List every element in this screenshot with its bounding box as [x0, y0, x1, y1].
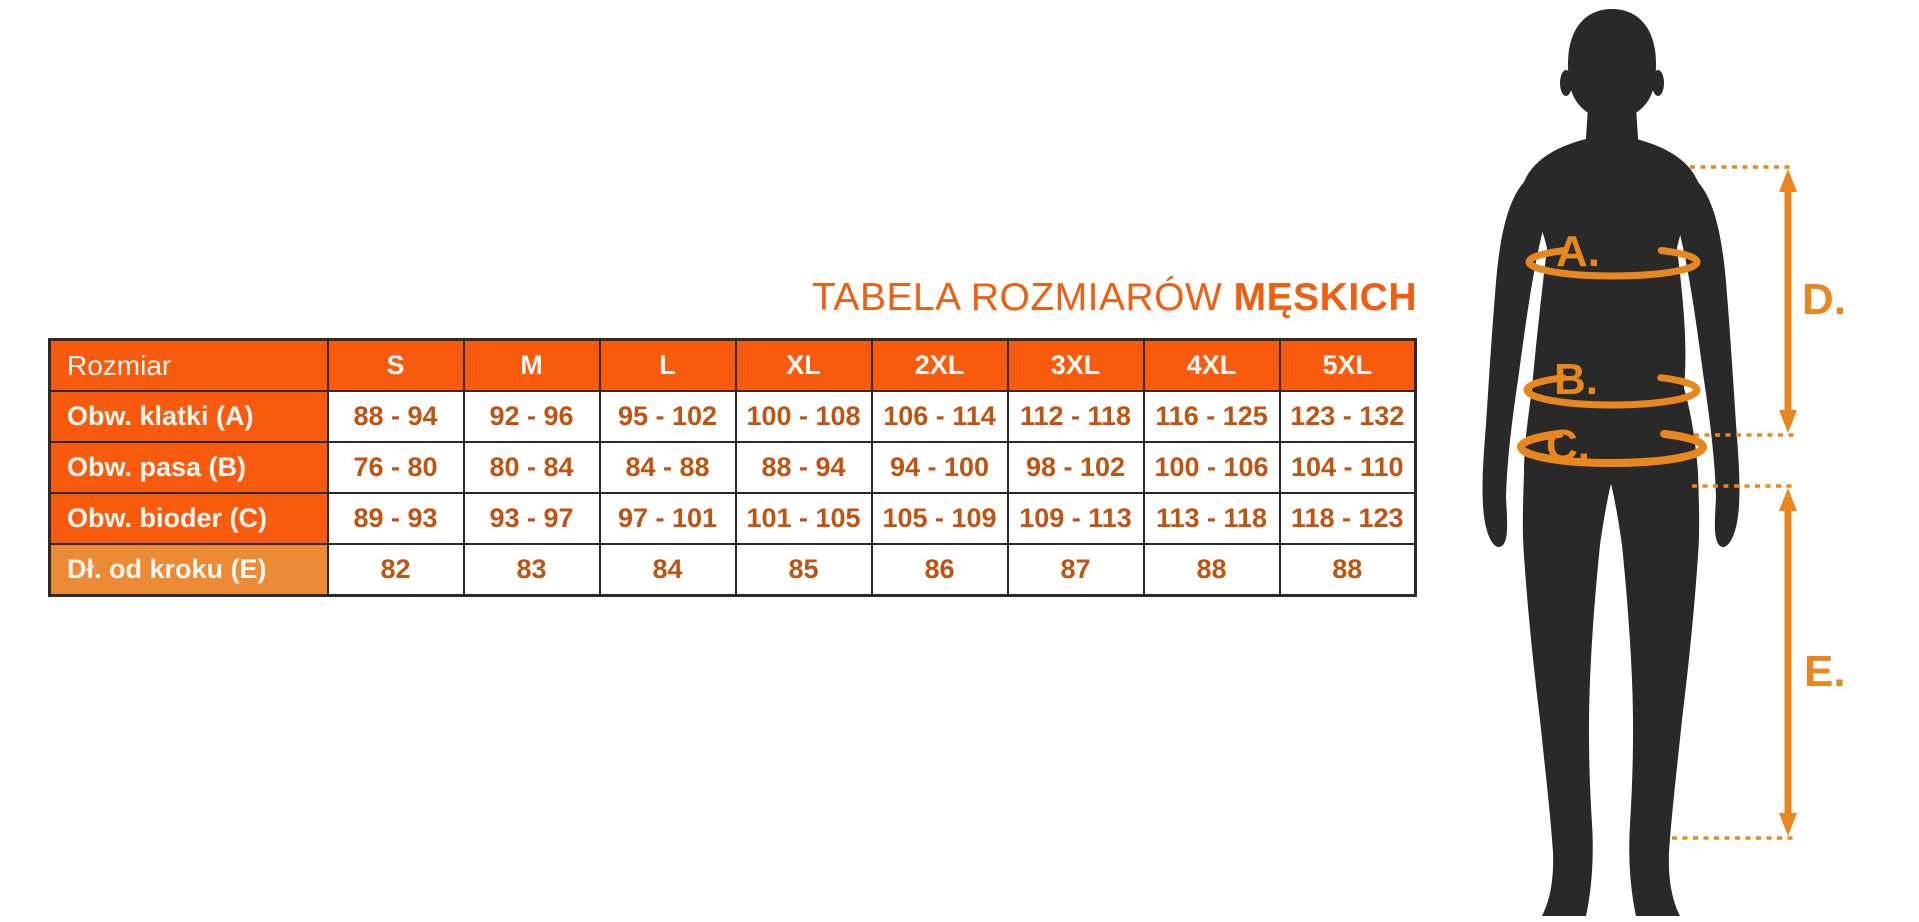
table-row-hips: Obw. bioder (C) 89 - 93 93 - 97 97 - 101…: [48, 492, 1417, 545]
size-value-cell: 95 - 102: [598, 390, 737, 443]
hips-label: C.: [1546, 421, 1590, 470]
size-value-cell: 88: [1142, 543, 1281, 597]
waist-ellipse: [1523, 374, 1701, 409]
hips-ellipse: [1517, 429, 1707, 468]
size-value-cell: 76 - 80: [326, 441, 465, 494]
male-silhouette: [1482, 9, 1740, 916]
size-value-cell: 123 - 132: [1278, 390, 1417, 443]
page-title: TABELA ROZMIARÓW MĘSKICH: [48, 276, 1417, 319]
size-value-cell: 105 - 109: [870, 492, 1009, 545]
header-cell-4xl: 4XL: [1142, 338, 1281, 392]
size-value-cell: 84: [598, 543, 737, 597]
table-row-inseam: Dł. od kroku (E) 82 83 84 85 86 87 88 88: [48, 543, 1417, 597]
measurement-figure: A. B. C. D. E.: [1440, 0, 1919, 922]
size-value-cell: 98 - 102: [1006, 441, 1145, 494]
size-value-cell: 94 - 100: [870, 441, 1009, 494]
size-value-cell: 87: [1006, 543, 1145, 597]
size-value-cell: 84 - 88: [598, 441, 737, 494]
size-value-cell: 93 - 97: [462, 492, 601, 545]
row-label-waist: Obw. pasa (B): [48, 441, 329, 494]
size-table: Rozmiar S M L XL 2XL 3XL 4XL 5XL Obw. kl…: [48, 338, 1417, 597]
inseam-arrow: [1779, 488, 1797, 836]
size-value-cell: 106 - 114: [870, 390, 1009, 443]
torso-legs-shape: [1522, 138, 1700, 916]
size-value-cell: 112 - 118: [1006, 390, 1145, 443]
size-value-cell: 88 - 94: [734, 441, 873, 494]
header-cell-5xl: 5XL: [1278, 338, 1417, 392]
inseam-label: E.: [1804, 647, 1846, 696]
size-value-cell: 92 - 96: [462, 390, 601, 443]
size-value-cell: 88 - 94: [326, 390, 465, 443]
waist-label: B.: [1554, 355, 1598, 404]
size-value-cell: 86: [870, 543, 1009, 597]
row-label-hips: Obw. bioder (C): [48, 492, 329, 545]
header-cell-s: S: [326, 338, 465, 392]
right-arm-shape: [1670, 182, 1740, 547]
header-cell-3xl: 3XL: [1006, 338, 1145, 392]
row-label-chest: Obw. klatki (A): [48, 390, 329, 443]
torso-length-label: D.: [1802, 275, 1846, 324]
table-row-waist: Obw. pasa (B) 76 - 80 80 - 84 84 - 88 88…: [48, 441, 1417, 494]
left-arm-shape: [1482, 182, 1552, 547]
torso-length-arrow: [1779, 169, 1797, 433]
header-cell-rozmiar: Rozmiar: [48, 338, 329, 392]
male-silhouette-diagram: A. B. C. D. E.: [1482, 9, 1846, 916]
size-value-cell: 100 - 106: [1142, 441, 1281, 494]
size-value-cell: 109 - 113: [1006, 492, 1145, 545]
table-row-chest: Obw. klatki (A) 88 - 94 92 - 96 95 - 102…: [48, 390, 1417, 443]
right-ear-shape: [1652, 70, 1664, 96]
header-cell-xl: XL: [734, 338, 873, 392]
page-title-bold: MĘSKICH: [1233, 276, 1417, 319]
size-value-cell: 113 - 118: [1142, 492, 1281, 545]
chest-label: A.: [1556, 227, 1600, 276]
size-value-cell: 89 - 93: [326, 492, 465, 545]
chest-ellipse: [1525, 247, 1701, 280]
size-value-cell: 80 - 84: [462, 441, 601, 494]
size-value-cell: 83: [462, 543, 601, 597]
size-value-cell: 116 - 125: [1142, 390, 1281, 443]
size-value-cell: 88: [1278, 543, 1417, 597]
header-cell-m: M: [462, 338, 601, 392]
size-value-cell: 100 - 108: [734, 390, 873, 443]
page-title-regular: TABELA ROZMIARÓW: [812, 276, 1234, 319]
left-ear-shape: [1560, 70, 1572, 96]
size-value-cell: 82: [326, 543, 465, 597]
size-value-cell: 104 - 110: [1278, 441, 1417, 494]
header-cell-l: L: [598, 338, 737, 392]
row-label-inseam: Dł. od kroku (E): [48, 543, 329, 597]
size-value-cell: 118 - 123: [1278, 492, 1417, 545]
size-value-cell: 85: [734, 543, 873, 597]
size-value-cell: 101 - 105: [734, 492, 873, 545]
size-table-header-row: Rozmiar S M L XL 2XL 3XL 4XL 5XL: [48, 338, 1417, 392]
measurement-overlay: [1517, 165, 1797, 840]
header-cell-2xl: 2XL: [870, 338, 1009, 392]
size-value-cell: 97 - 101: [598, 492, 737, 545]
